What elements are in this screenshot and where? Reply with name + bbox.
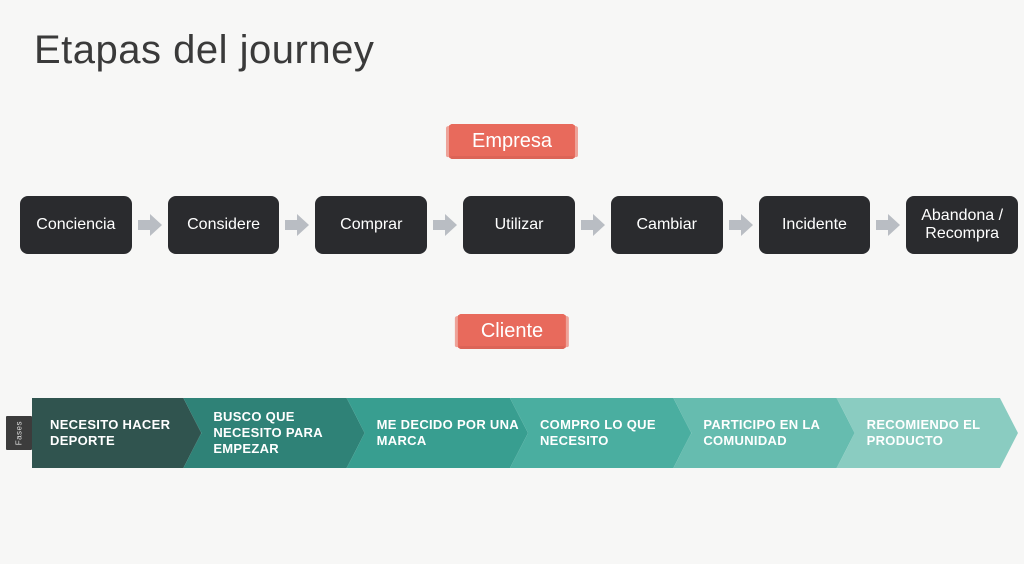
stage-box: Abandona / Recompra — [906, 196, 1018, 254]
arrow-icon — [427, 212, 463, 238]
phase-chevron: NECESITO HACER DEPORTE — [32, 398, 201, 468]
phase-chevron: COMPRO LO QUE NECESITO — [510, 398, 691, 468]
arrow-icon — [132, 212, 168, 238]
cliente-label: Cliente — [459, 314, 565, 349]
phase-chevron: PARTICIPO EN LA COMUNIDAD — [673, 398, 854, 468]
arrow-icon — [723, 212, 759, 238]
phase-chevron-row: NECESITO HACER DEPORTE BUSCO QUE NECESIT… — [32, 398, 1018, 468]
phase-chevron: BUSCO QUE NECESITO PARA EMPEZAR — [183, 398, 364, 468]
arrow-icon — [575, 212, 611, 238]
empresa-stage-row: Conciencia Considere Comprar Utilizar Ca… — [20, 196, 1018, 254]
page-title: Etapas del journey — [34, 28, 374, 73]
arrow-icon — [870, 212, 906, 238]
fases-tab: Fases — [6, 416, 32, 450]
stage-box: Incidente — [759, 196, 871, 254]
stage-box: Considere — [168, 196, 280, 254]
phase-chevron: RECOMIENDO EL PRODUCTO — [837, 398, 1018, 468]
empresa-label: Empresa — [450, 124, 574, 159]
arrow-icon — [279, 212, 315, 238]
stage-box: Utilizar — [463, 196, 575, 254]
stage-box: Conciencia — [20, 196, 132, 254]
cliente-phase-strip: Fases NECESITO HACER DEPORTE BUSCO QUE N… — [6, 398, 1018, 468]
stage-box: Cambiar — [611, 196, 723, 254]
stage-box: Comprar — [315, 196, 427, 254]
phase-chevron: ME DECIDO POR UNA MARCA — [347, 398, 528, 468]
